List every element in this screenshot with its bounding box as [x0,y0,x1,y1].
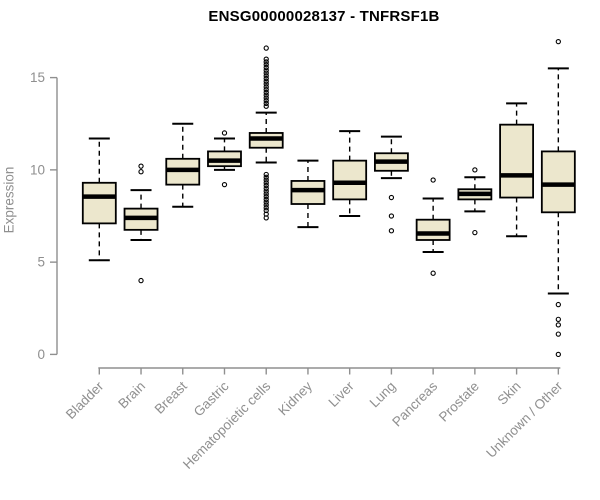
outlier-point [263,45,269,51]
box-group [290,159,326,229]
outlier-point [263,86,269,93]
outlier-point [388,228,395,234]
outlier-point [221,181,228,188]
y-tick-label: 0 [37,347,45,362]
box-group [499,102,535,238]
category-label: Gastric [191,378,232,419]
iqr-box [499,123,535,199]
outlier-point [555,301,561,308]
outlier-point [263,191,269,197]
category-label: Skin [495,379,524,408]
outlier-point [138,277,144,284]
box-group [165,122,201,208]
box-group [415,177,451,276]
category-label: Kidney [275,378,315,418]
box-group [248,45,284,221]
outlier-point [263,193,269,200]
outlier-point [430,270,436,276]
outlier-point [263,78,269,84]
outlier-point [555,316,561,322]
outlier-point [263,70,269,76]
category-label: Brain [115,379,148,412]
outlier-point [263,95,269,101]
outlier-point [263,64,269,71]
chart-title: ENSG00000028137 - TNFRSF1B [208,8,440,25]
outlier-point [263,180,269,186]
outlier-point [263,100,269,107]
iqr-box [415,218,451,241]
outlier-point [138,169,144,175]
category-label: Unknown / Other [483,378,566,461]
category-label: Lung [367,379,399,411]
outlier-point [555,322,561,328]
iqr-box [332,159,368,201]
outlier-point [555,38,561,45]
outlier-point [263,182,269,189]
outlier-point [263,92,269,98]
y-tick-label: 5 [37,255,45,270]
outlier-point [263,185,269,191]
outlier-point [263,174,269,180]
outlier-point [263,215,269,221]
outlier-point [263,196,269,203]
box-group [207,130,242,188]
box-group [81,137,117,262]
outlier-point [263,199,269,205]
outlier-point [263,89,269,96]
outlier-point [263,177,269,183]
iqr-box [290,180,326,205]
outlier-point [472,229,478,236]
outlier-point [388,213,395,219]
outlier-point [263,73,269,79]
box-group [540,38,576,358]
box-group [123,163,159,284]
outlier-point [472,167,478,173]
outlier-point [555,351,561,358]
box-group [457,167,493,236]
y-tick-label: 15 [30,70,45,85]
outlier-point [388,194,395,201]
category-label: Pancreas [389,378,440,429]
y-tick-label: 10 [30,162,45,177]
box-group [374,135,409,234]
outlier-point [263,171,269,178]
category-label: Prostate [436,379,482,425]
outlier-point [263,205,269,211]
outlier-point [263,84,269,90]
outlier-point [263,98,269,104]
outlier-point [263,62,269,68]
outlier-point [138,163,144,169]
outlier-point [221,130,228,136]
outlier-point [263,75,269,82]
outlier-point [263,103,269,109]
outlier-point [263,81,269,87]
category-label: Breast [152,378,190,416]
outlier-point [263,56,269,62]
outlier-point [263,67,269,73]
iqr-box [540,150,576,214]
outlier-point [430,177,436,183]
outlier-point [263,202,269,208]
category-label: Bladder [63,378,107,422]
outlier-point [263,59,269,65]
outlier-point [555,331,561,337]
box-group [332,130,368,217]
category-label: Liver [326,378,358,410]
outlier-point [263,188,269,194]
iqr-box [81,181,117,225]
